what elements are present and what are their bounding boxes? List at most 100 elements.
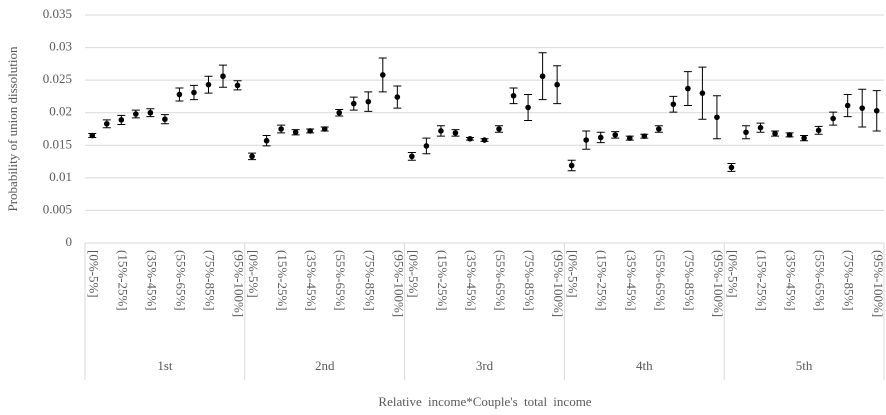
point [786, 132, 793, 138]
x-tick-label: [0%-5%] [406, 250, 421, 298]
point [467, 135, 473, 142]
group-label: 3rd [476, 358, 494, 373]
x-tick-label: (95%-100%] [391, 250, 406, 317]
group-label: 4th [636, 358, 653, 373]
point [612, 132, 619, 138]
point [714, 114, 720, 121]
point [830, 115, 836, 122]
point [801, 135, 807, 141]
point [205, 81, 212, 88]
point [394, 94, 401, 100]
point [220, 73, 226, 80]
x-tick-label: (35%-45%] [784, 250, 799, 311]
y-tick-label: 0.025 [43, 71, 72, 86]
point [133, 111, 139, 117]
x-tick-label: (35%-45%] [144, 250, 159, 311]
x-tick-label: [0%-5%] [86, 250, 101, 298]
point [162, 116, 168, 123]
point [496, 126, 502, 132]
point [568, 162, 575, 169]
point [89, 132, 96, 139]
x-tick-label: (55%-65%] [653, 250, 668, 311]
point [815, 127, 822, 134]
x-tick-label: [0%-5%] [725, 250, 740, 298]
group-label: 2nd [315, 358, 335, 373]
point [481, 137, 488, 143]
x-tick-label: (35%-45%] [304, 250, 319, 311]
x-tick-label: (55%-65%] [333, 250, 348, 311]
x-tick-label: (15%-25%] [755, 250, 770, 311]
x-tick-label: (35%-45%] [624, 250, 639, 311]
x-tick-label: (75%-85%] [202, 250, 217, 311]
y-tick-label: 0.015 [43, 136, 72, 151]
point [278, 126, 284, 132]
point [292, 129, 299, 136]
point [670, 101, 677, 108]
point [728, 164, 735, 171]
x-tick-label: [0%-5%] [246, 250, 261, 298]
point [656, 126, 662, 132]
x-tick-label: (15%-25%] [595, 250, 610, 311]
point [743, 129, 749, 136]
x-tick-label: (15%-25%] [275, 250, 290, 311]
x-tick-label: (15%-25%] [435, 250, 450, 311]
point [118, 117, 125, 123]
x-tick-label: (55%-65%] [173, 250, 188, 311]
x-axis-title: Relative income*Couple's total income [378, 394, 591, 409]
point [234, 82, 241, 89]
point [641, 133, 648, 139]
x-tick-label: (35%-45%] [464, 250, 479, 311]
point [685, 85, 691, 92]
point [554, 81, 560, 88]
y-tick-label: 0.02 [49, 104, 72, 119]
x-tick-label: [0%-5%] [566, 250, 581, 298]
x-tick-label: (15%-25%] [115, 250, 130, 311]
point [307, 128, 313, 134]
point [263, 137, 270, 144]
x-tick-label: (95%-100%] [232, 250, 247, 317]
y-tick-label: 0 [66, 234, 73, 249]
point [772, 130, 778, 137]
x-tick-label: (75%-85%] [682, 250, 697, 311]
point [452, 130, 459, 136]
point [757, 124, 764, 131]
point [539, 73, 546, 80]
x-tick-label: (95%-100%] [551, 250, 566, 317]
point [350, 100, 357, 107]
point [365, 98, 372, 105]
point [321, 126, 328, 132]
point [525, 104, 531, 111]
point [147, 109, 154, 116]
y-tick-label: 0.03 [49, 39, 72, 54]
point [583, 137, 589, 143]
group-label: 5th [796, 358, 813, 373]
point [844, 102, 851, 109]
point [438, 128, 444, 134]
point [423, 143, 430, 149]
x-tick-label: (75%-85%] [522, 250, 537, 311]
x-tick-label: (75%-85%] [362, 250, 377, 311]
point [191, 89, 197, 96]
point [699, 90, 706, 96]
x-tick-label: (95%-100%] [711, 250, 726, 317]
point [249, 153, 255, 160]
point [510, 92, 517, 99]
group-label: 1st [157, 358, 173, 373]
x-tick-label: (95%-100%] [871, 250, 886, 317]
y-tick-label: 0.01 [49, 169, 72, 184]
x-tick-label: (55%-65%] [813, 250, 828, 311]
point [873, 107, 880, 114]
point [626, 135, 633, 141]
y-axis-title: Probability of union dissolution [5, 46, 20, 212]
point [859, 105, 866, 111]
point [409, 153, 415, 160]
point [103, 120, 110, 127]
x-tick-label: (75%-85%] [842, 250, 857, 311]
point [380, 72, 386, 78]
x-tick-label: (55%-65%] [493, 250, 508, 311]
y-tick-label: 0.005 [43, 201, 72, 216]
point [176, 91, 183, 98]
point [336, 109, 343, 116]
y-tick-label: 0.035 [43, 6, 72, 21]
